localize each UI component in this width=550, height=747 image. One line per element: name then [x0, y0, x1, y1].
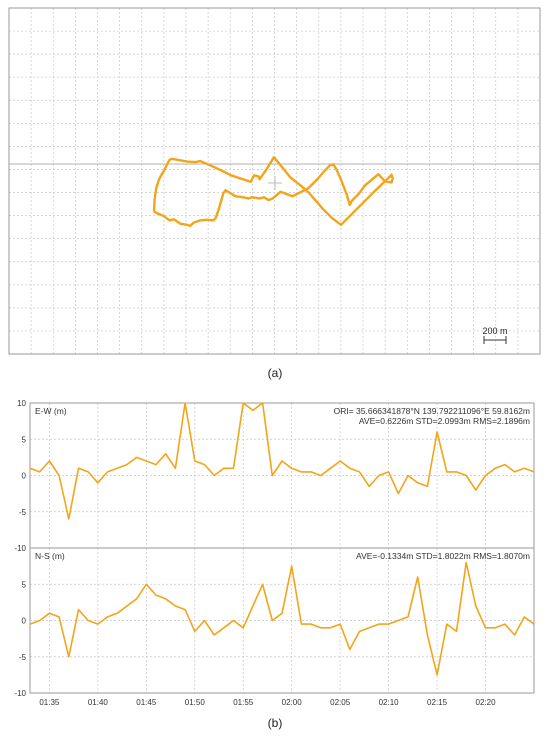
x-tick-label: 01:50 [185, 698, 206, 707]
y-tick-label: -5 [19, 653, 27, 662]
y-tick-label: 5 [22, 580, 27, 589]
y-tick-labels: 10 5 0 -5 -10 5 0 -5 -10 [14, 399, 26, 698]
caption-b: (b) [268, 716, 283, 730]
y-tick-label: -5 [19, 508, 27, 517]
x-tick-label: 02:10 [379, 698, 400, 707]
y-tick-label: -10 [14, 544, 26, 553]
timeseries-grid [30, 403, 534, 693]
map-frame [8, 7, 541, 355]
x-tick-label: 02:20 [476, 698, 497, 707]
x-tick-label: 02:05 [330, 698, 351, 707]
y-tick-label: 5 [22, 435, 27, 444]
ew-title: E-W (m) [35, 406, 67, 416]
ew-annotation-stats: AVE=0.6226m STD=2.0993m RMS=2.1896m [359, 416, 530, 426]
panel-b: 10 5 0 -5 -10 5 0 -5 -10 01:35 01:40 01:45 01:50 01:… [0, 390, 550, 742]
y-tick-label: 0 [22, 617, 27, 626]
ns-title: N-S (m) [35, 551, 65, 561]
x-tick-label: 01:45 [136, 698, 157, 707]
x-tick-label: 02:15 [427, 698, 448, 707]
scale-bar-label: 200 m [482, 326, 507, 336]
ns-annotation-stats: AVE=-0.1334m STD=1.8022m RMS=1.8070m [356, 551, 530, 561]
y-tick-label: -10 [14, 689, 26, 698]
x-tick-labels: 01:35 01:40 01:45 01:50 01:55 02:00 02:05 02:10… [39, 698, 496, 707]
caption-a: (a) [268, 366, 283, 380]
origin-crosshair [268, 176, 282, 190]
ew-series-line [29, 402, 535, 520]
ns-series-line [29, 561, 535, 676]
x-tick-label: 01:35 [39, 698, 60, 707]
ew-annotation-origin: ORI= 35.666341878°N 139.792211096°E 59.8… [334, 406, 530, 416]
track-line [152, 156, 394, 228]
track-map-chart: 200 m (a) [8, 7, 541, 380]
x-tick-label: 01:40 [88, 698, 109, 707]
ns-plot-frame [29, 547, 535, 694]
panel-a: 200 m (a) [8, 7, 541, 380]
y-tick-label: 10 [17, 399, 26, 408]
scale-bar: 200 m [482, 326, 508, 344]
x-tick-label: 02:00 [282, 698, 303, 707]
x-tick-label: 01:55 [233, 698, 254, 707]
y-tick-label: 0 [22, 472, 27, 481]
